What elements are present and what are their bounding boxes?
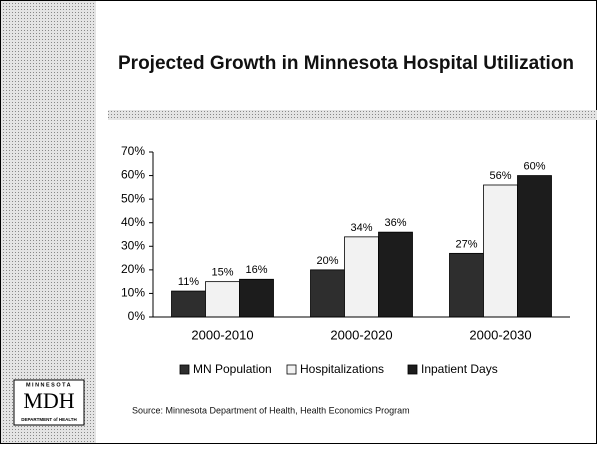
logo-box [13,379,85,426]
value-label: 36% [384,217,406,229]
legend-label: Inpatient Days [421,362,498,376]
logo-top: MINNESOTA [26,382,72,388]
value-label: 16% [245,264,267,276]
value-label: 34% [350,222,372,234]
bar [378,231,413,318]
side-strip [0,0,96,444]
y-tick-label: 50% [121,191,145,205]
title-rule [108,110,597,120]
y-tick-label: 70% [121,144,145,158]
bar [310,269,345,318]
legend-label: MN Population [193,362,272,376]
value-label: 60% [523,160,545,172]
legend-swatch [407,364,418,375]
value-label: 11% [178,276,199,288]
bar [239,278,274,318]
x-tick-label: 2000-2010 [191,327,253,342]
y-tick-label: 10% [121,286,145,300]
y-tick-label: 60% [121,168,145,182]
value-label: 27% [455,238,477,250]
y-tick-label: 30% [121,238,145,252]
bar [205,281,240,318]
value-label: 56% [489,170,511,182]
value-label: 20% [316,255,338,267]
legend-label: Hospitalizations [300,362,384,376]
x-tick-label: 2000-2030 [469,327,531,342]
bar [449,252,484,318]
y-tick-label: 0% [128,309,146,323]
logo: MINNESOTA MDH DEPARTMENT of HEALTH [13,379,85,426]
logo-main: MDH [23,388,74,413]
x-tick-label: 2000-2020 [330,327,392,342]
legend-swatch [179,364,190,375]
bar [517,175,552,318]
logo-bottom: DEPARTMENT of HEALTH [21,417,77,422]
bar [483,184,518,318]
chart-title: Projected Growth in Minnesota Hospital U… [118,53,574,74]
source-note: Source: Minnesota Department of Health, … [132,405,410,415]
bar [344,236,379,318]
legend-swatch [286,364,297,375]
value-label: 15% [211,267,233,279]
bar [171,290,206,318]
y-tick-label: 20% [121,262,145,276]
y-tick-label: 40% [121,215,145,229]
